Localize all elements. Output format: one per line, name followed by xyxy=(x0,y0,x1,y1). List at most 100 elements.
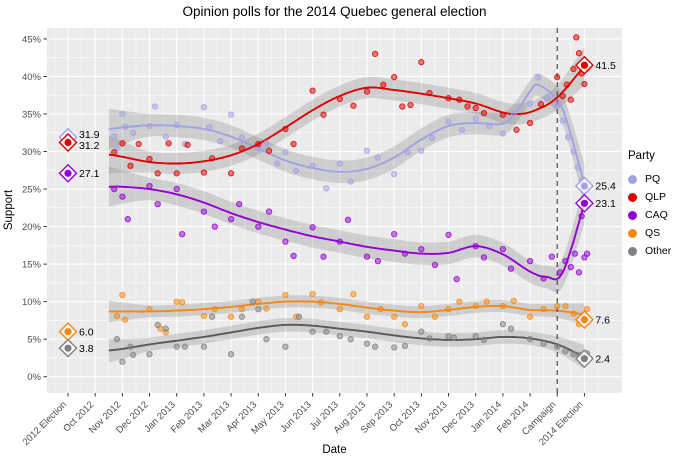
trend-band-other xyxy=(108,318,585,370)
poll-point xyxy=(255,223,262,230)
poll-point xyxy=(554,101,561,109)
poll-point xyxy=(162,133,169,140)
poll-point xyxy=(206,124,213,131)
poll-point xyxy=(363,340,371,347)
poll-point xyxy=(282,149,289,156)
poll-point xyxy=(540,275,547,282)
poll-point xyxy=(363,253,371,260)
poll-point xyxy=(227,215,235,223)
poll-point xyxy=(363,147,371,154)
poll-point xyxy=(374,154,382,161)
result-label-pq: 31.9 xyxy=(79,129,100,141)
poll-point xyxy=(113,144,121,151)
poll-point xyxy=(418,59,425,66)
y-tick-label: 0% xyxy=(27,372,41,383)
poll-point xyxy=(563,81,570,88)
poll-point xyxy=(211,223,218,230)
poll-point xyxy=(583,250,591,257)
poll-point xyxy=(562,257,569,265)
poll-point xyxy=(401,250,409,257)
poll-point xyxy=(263,140,270,147)
poll-point xyxy=(173,170,180,177)
poll-point xyxy=(480,254,488,261)
poll-point xyxy=(429,134,436,142)
poll-point xyxy=(113,312,121,320)
poll-point xyxy=(472,242,479,250)
poll-point xyxy=(391,170,398,178)
trend-line-pq xyxy=(108,83,586,185)
x-axis-title: Date xyxy=(322,444,347,456)
result-label-qs: 6.0 xyxy=(79,326,94,338)
poll-point xyxy=(526,313,534,320)
poll-point xyxy=(111,185,118,193)
poll-point xyxy=(127,343,134,350)
poll-point xyxy=(236,200,243,208)
poll-point xyxy=(130,351,137,359)
trend-band-qlp xyxy=(108,47,585,174)
legend-title: Party xyxy=(628,150,655,162)
poll-point xyxy=(227,170,235,177)
poll-point xyxy=(418,328,425,335)
poll-point xyxy=(238,313,246,320)
poll-point xyxy=(431,261,439,269)
poll-point xyxy=(526,257,534,265)
poll-point xyxy=(320,111,327,118)
result-label-qlp: 41.5 xyxy=(595,60,616,72)
legend-dot-icon xyxy=(628,228,637,238)
poll-point xyxy=(238,134,246,141)
poll-point xyxy=(347,178,354,185)
y-tick-label: 35% xyxy=(22,109,42,120)
poll-point xyxy=(574,164,581,171)
poll-point xyxy=(282,125,289,133)
legend-dot-icon xyxy=(628,192,637,202)
poll-point xyxy=(567,263,574,271)
poll-point xyxy=(151,103,159,110)
trend-band-qs xyxy=(108,295,585,326)
poll-point xyxy=(309,328,316,335)
poll-point xyxy=(111,133,118,140)
legend: Party PQ QLP CAQ QS Other xyxy=(628,150,698,260)
poll-point xyxy=(456,96,463,103)
poll-point xyxy=(571,250,579,257)
poll-point xyxy=(208,313,216,320)
legend-item-label: CAQ xyxy=(645,209,668,221)
poll-point xyxy=(418,147,425,154)
poll-point xyxy=(282,238,289,245)
legend-item-qs: QS xyxy=(628,224,698,242)
poll-point xyxy=(200,104,208,111)
poll-point xyxy=(124,215,131,223)
poll-point xyxy=(499,130,507,137)
result-dot-caq xyxy=(64,169,72,177)
poll-point xyxy=(380,81,387,88)
poll-point xyxy=(526,336,534,343)
poll-point xyxy=(184,141,191,148)
poll-point xyxy=(480,110,488,117)
legend-items: PQ QLP CAQ QS Other xyxy=(628,170,698,260)
poll-point xyxy=(404,149,411,156)
legend-item-qlp: QLP xyxy=(628,188,698,206)
poll-point xyxy=(535,74,542,81)
poll-point xyxy=(578,212,585,220)
poll-point xyxy=(570,351,577,358)
poll-point xyxy=(119,140,126,147)
poll-point xyxy=(510,297,517,305)
poll-point xyxy=(165,140,172,147)
poll-point xyxy=(559,117,566,124)
poll-points-caq xyxy=(111,182,591,283)
poll-point xyxy=(323,328,330,335)
poll-point xyxy=(173,122,180,129)
legend-item-other: Other xyxy=(628,242,698,260)
y-tick-label: 5% xyxy=(27,334,41,345)
chart-title: Opinion polls for the 2014 Quebec genera… xyxy=(182,4,487,19)
poll-point xyxy=(374,257,382,265)
poll-point xyxy=(173,298,180,305)
poll-point xyxy=(431,313,439,320)
election-markers-right: 41.5 25.4 23.1 7.6 2.4 xyxy=(574,55,616,369)
poll-point xyxy=(418,245,425,253)
poll-point xyxy=(472,302,479,310)
poll-point xyxy=(121,123,129,130)
poll-point xyxy=(453,275,460,283)
poll-point xyxy=(426,89,433,97)
